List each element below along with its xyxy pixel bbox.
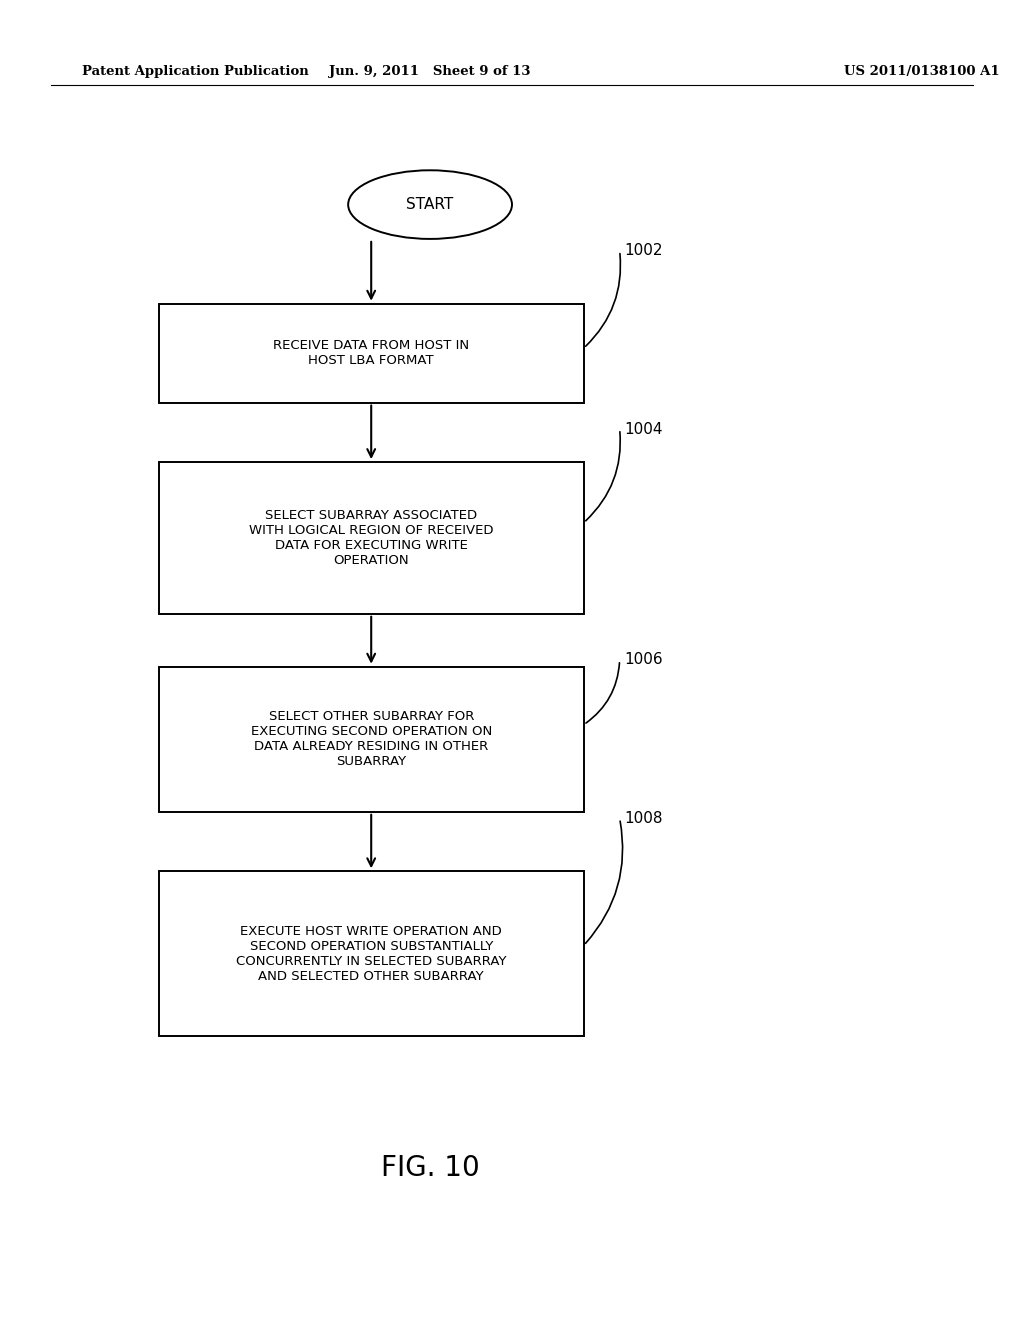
- Text: 1002: 1002: [625, 243, 664, 259]
- Text: 1004: 1004: [625, 421, 664, 437]
- Text: FIG. 10: FIG. 10: [381, 1154, 479, 1183]
- Text: START: START: [407, 197, 454, 213]
- Bar: [159, 871, 584, 1036]
- Text: Jun. 9, 2011   Sheet 9 of 13: Jun. 9, 2011 Sheet 9 of 13: [330, 66, 530, 78]
- Bar: [159, 304, 584, 403]
- Bar: [159, 667, 584, 812]
- Text: 1008: 1008: [625, 810, 664, 826]
- Text: SELECT OTHER SUBARRAY FOR
EXECUTING SECOND OPERATION ON
DATA ALREADY RESIDING IN: SELECT OTHER SUBARRAY FOR EXECUTING SECO…: [251, 710, 492, 768]
- Text: Patent Application Publication: Patent Application Publication: [82, 66, 308, 78]
- Text: SELECT SUBARRAY ASSOCIATED
WITH LOGICAL REGION OF RECEIVED
DATA FOR EXECUTING WR: SELECT SUBARRAY ASSOCIATED WITH LOGICAL …: [249, 510, 494, 566]
- Text: 1006: 1006: [625, 652, 664, 668]
- Bar: [159, 462, 584, 614]
- Text: RECEIVE DATA FROM HOST IN
HOST LBA FORMAT: RECEIVE DATA FROM HOST IN HOST LBA FORMA…: [273, 339, 469, 367]
- Text: US 2011/0138100 A1: US 2011/0138100 A1: [844, 66, 999, 78]
- Text: EXECUTE HOST WRITE OPERATION AND
SECOND OPERATION SUBSTANTIALLY
CONCURRENTLY IN : EXECUTE HOST WRITE OPERATION AND SECOND …: [236, 925, 507, 982]
